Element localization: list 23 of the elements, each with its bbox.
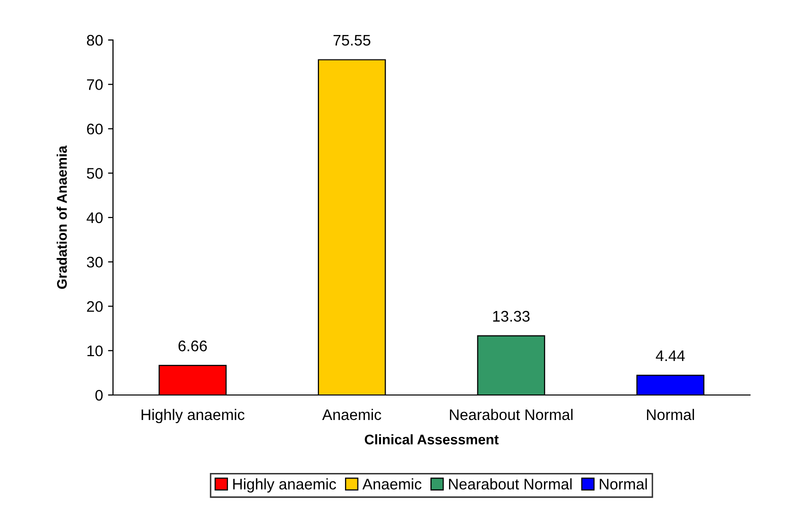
y-tick-label: 20 <box>87 301 103 312</box>
y-tick-label: 10 <box>87 345 103 356</box>
data-label: 4.44 <box>656 350 685 362</box>
x-tick-label: Highly anaemic <box>142 408 244 424</box>
legend-label: Highly anaemic <box>233 478 336 493</box>
legend-label: Anaemic <box>362 478 422 490</box>
x-tick-label: Nearabout Normal <box>450 408 573 420</box>
x-tick-label: Anaemic <box>322 408 382 420</box>
y-tick-label: 70 <box>87 79 103 90</box>
y-tick-label: 0 <box>95 390 103 401</box>
data-label: 6.66 <box>178 340 207 352</box>
y-tick-label: 80 <box>86 34 103 46</box>
legend-label: Nearabout Normal <box>449 478 572 490</box>
y-axis-title: Gradation of Anaemia <box>56 146 67 289</box>
data-label: 75.55 <box>334 34 370 46</box>
y-tick-label: 50 <box>86 168 103 179</box>
y-tick-label: 60 <box>87 124 103 134</box>
y-tick-label: 40 <box>86 212 103 224</box>
data-label: 13.33 <box>493 310 530 322</box>
y-tick-label: 30 <box>86 256 103 268</box>
legend-label: Normal <box>600 478 647 490</box>
x-tick-label: Normal <box>647 408 694 420</box>
x-axis-title: Clinical Assessment <box>364 434 499 444</box>
